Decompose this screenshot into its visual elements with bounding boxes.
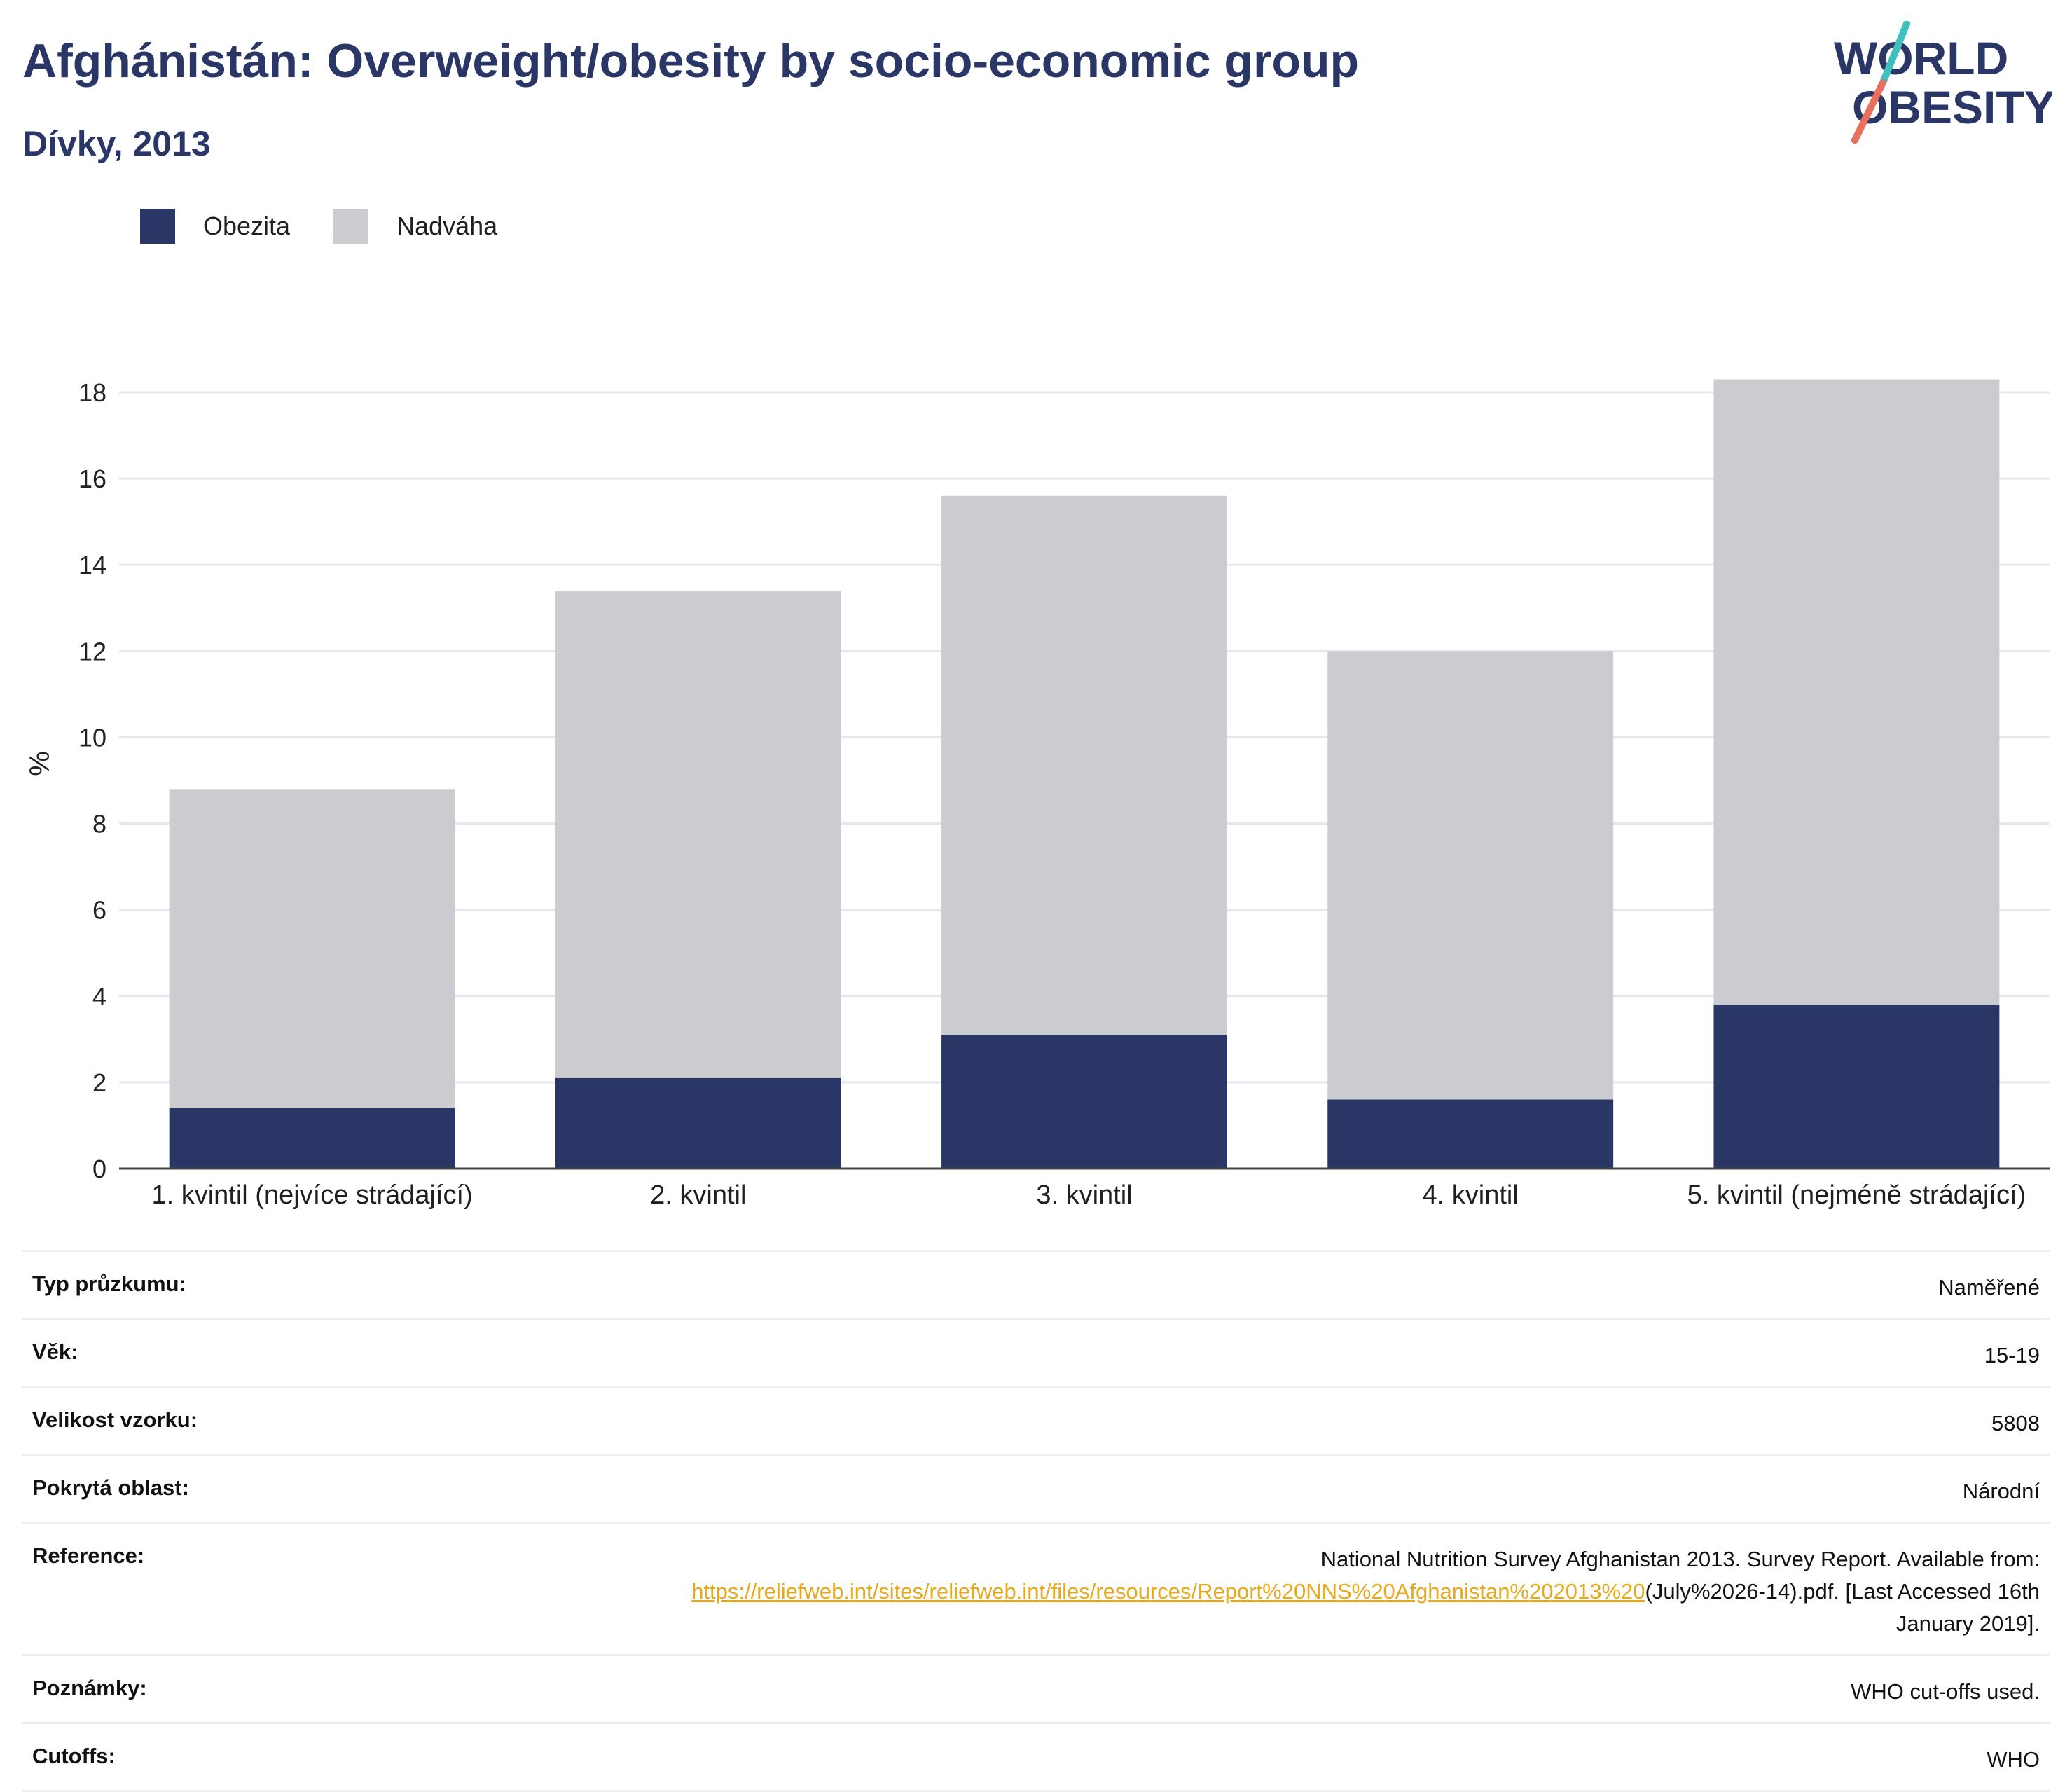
- bar-obesity: [1713, 1005, 2000, 1169]
- bar-overweight: [1713, 379, 2000, 1005]
- bar-obesity: [1327, 1099, 1614, 1169]
- legend-label-overweight: Nadváha: [396, 212, 498, 240]
- y-tick-label: 18: [78, 378, 106, 407]
- meta-row-reference: Reference: National Nutrition Survey Afg…: [22, 1524, 2050, 1656]
- y-tick-label: 4: [92, 982, 106, 1011]
- meta-row-cutoffs: Cutoffs: WHO: [22, 1724, 2050, 1792]
- meta-row-notes: Poznámky: WHO cut-offs used.: [22, 1656, 2050, 1724]
- y-axis-title: %: [25, 751, 55, 776]
- meta-label-survey-type: Typ průzkumu:: [32, 1271, 186, 1296]
- legend-swatch-overweight: [333, 209, 369, 244]
- bar-overweight: [555, 591, 841, 1078]
- logo-slash-coral: [1851, 79, 1886, 144]
- meta-label-cutoffs: Cutoffs:: [32, 1744, 116, 1768]
- meta-row-survey-type: Typ průzkumu: Naměřené: [22, 1252, 2050, 1320]
- meta-value-reference: National Nutrition Survey Afghanistan 20…: [639, 1543, 2040, 1640]
- y-tick-label: 0: [92, 1155, 106, 1183]
- meta-value-notes: WHO cut-offs used.: [1851, 1679, 2040, 1704]
- x-tick-label: 2. kvintil: [650, 1180, 746, 1210]
- reference-text: National Nutrition Survey Afghanistan 20…: [1320, 1547, 2040, 1571]
- y-tick-label: 8: [92, 810, 106, 839]
- meta-label-age: Věk:: [32, 1339, 78, 1364]
- bar-overweight: [941, 495, 1227, 1035]
- meta-row-sample-size: Velikost vzorku: 5808: [22, 1388, 2050, 1456]
- meta-row-age: Věk: 15-19: [22, 1320, 2050, 1388]
- meta-label-notes: Poznámky:: [32, 1676, 147, 1700]
- bar-obesity: [555, 1077, 841, 1169]
- chart-legend: Obezita Nadváha: [140, 209, 541, 244]
- y-tick-label: 14: [78, 551, 106, 579]
- meta-label-coverage: Pokrytá oblast:: [32, 1475, 189, 1500]
- bar-obesity: [169, 1108, 455, 1169]
- reference-text-tail: (July%2026-14).pdf. [Last Accessed 16th …: [1645, 1579, 2040, 1636]
- meta-value-coverage: Národní: [1962, 1479, 2040, 1503]
- meta-value-sample-size: 5808: [1991, 1411, 2040, 1435]
- legend-label-obesity: Obezita: [203, 212, 291, 240]
- x-tick-label: 3. kvintil: [1036, 1180, 1132, 1210]
- y-tick-label: 16: [78, 464, 106, 493]
- survey-metadata-table: Typ průzkumu: Naměřené Věk: 15-19 Veliko…: [22, 1250, 2050, 1792]
- x-tick-label: 1. kvintil (nejvíce strádající): [151, 1180, 472, 1210]
- meta-label-sample-size: Velikost vzorku:: [32, 1407, 198, 1432]
- bar-overweight: [1327, 651, 1614, 1100]
- bar-obesity: [941, 1035, 1227, 1169]
- y-tick-label: 6: [92, 896, 106, 925]
- meta-value-age: 15-19: [1984, 1343, 2040, 1367]
- legend-item-overweight[interactable]: Nadváha: [333, 209, 497, 244]
- meta-row-coverage: Pokrytá oblast: Národní: [22, 1456, 2050, 1524]
- legend-swatch-obesity: [140, 209, 175, 244]
- bar-overweight: [169, 789, 455, 1108]
- logo-slash-teal: [1879, 21, 1910, 86]
- logo-word-obesity: OBESITY: [1852, 81, 2052, 133]
- y-tick-label: 12: [78, 637, 106, 666]
- reference-link[interactable]: https://reliefweb.int/sites/reliefweb.in…: [691, 1579, 1645, 1604]
- world-obesity-logo: WORLD OBESITY: [1834, 21, 2052, 144]
- x-tick-label: 4. kvintil: [1423, 1180, 1519, 1210]
- y-tick-label: 10: [78, 723, 106, 752]
- chart-subtitle: Dívky, 2013: [22, 124, 211, 163]
- stacked-bar-chart: 0 2 4 6 8 10 12 14 16 18% 1. kvintil (nejvíce strá…: [25, 378, 2050, 1210]
- meta-value-cutoffs: WHO: [1987, 1747, 2040, 1772]
- meta-value-survey-type: Naměřené: [1938, 1275, 2040, 1300]
- meta-label-reference: Reference:: [32, 1543, 145, 1568]
- logo-word-world: WORLD: [1834, 32, 2008, 84]
- legend-item-obesity[interactable]: Obezita: [140, 209, 290, 244]
- chart-title: Afghánistán: Overweight/obesity by socio…: [22, 34, 1360, 88]
- x-tick-label: 5. kvintil (nejméně strádající): [1687, 1180, 2026, 1210]
- y-tick-label: 2: [92, 1068, 106, 1097]
